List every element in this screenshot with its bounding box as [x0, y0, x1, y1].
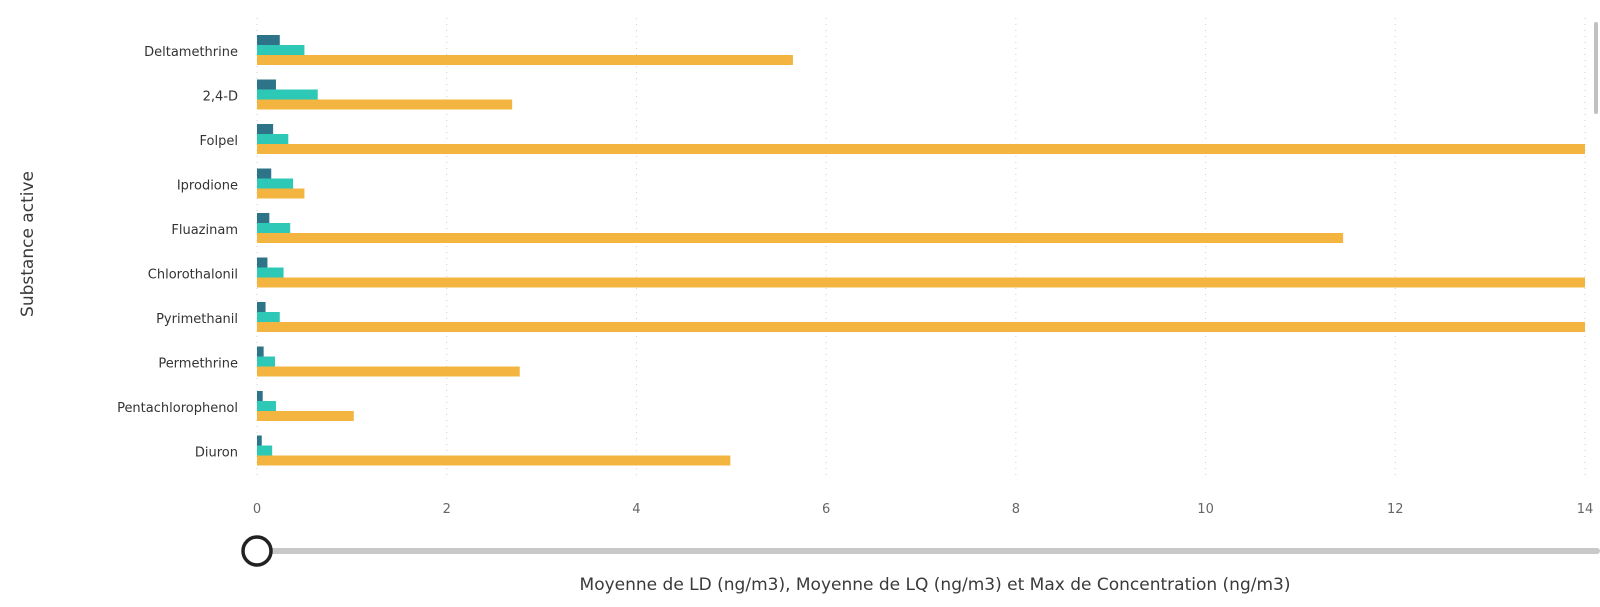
bar-max-pentachlorophenol[interactable]	[257, 411, 354, 421]
x-tick-label: 12	[1387, 502, 1404, 517]
category-labels: Deltamethrine 2,4-D Folpel Iprodione Fluazin…	[117, 45, 238, 461]
bar-ld-iprodione[interactable]	[257, 168, 272, 179]
x-axis-title: Moyenne de LD (ng/m3), Moyenne de LQ (ng…	[580, 575, 1291, 595]
x-tick-label: 4	[632, 502, 640, 517]
bar-max-2-4-d[interactable]	[257, 99, 513, 110]
x-tick-label: 2	[443, 502, 451, 517]
bar-ld-pentachlorophenol[interactable]	[257, 391, 263, 401]
category-label: Iprodione	[177, 179, 238, 194]
bar-ld-permethrine[interactable]	[257, 346, 264, 357]
category-label: Chlorothalonil	[148, 268, 238, 283]
bar-max-folpel[interactable]	[257, 144, 1585, 154]
bar-ld-pyrimethanil[interactable]	[257, 302, 266, 312]
bar-lq-fluazinam[interactable]	[257, 223, 291, 233]
bars	[257, 35, 1585, 466]
bar-lq-diuron[interactable]	[257, 445, 273, 456]
bar-lq-permethrine[interactable]	[257, 356, 276, 367]
category-label: Folpel	[200, 134, 238, 149]
bar-max-iprodione[interactable]	[257, 188, 305, 199]
zoom-slider[interactable]	[241, 535, 1600, 567]
category-label: Deltamethrine	[144, 45, 238, 60]
x-tick-label: 6	[822, 502, 830, 517]
category-label: 2,4-D	[203, 90, 238, 105]
category-label: Pyrimethanil	[156, 312, 238, 327]
category-label: Fluazinam	[171, 223, 238, 238]
category-label: Permethrine	[158, 357, 238, 372]
bar-ld-fluazinam[interactable]	[257, 213, 270, 223]
bar-max-deltamethrine[interactable]	[257, 55, 793, 65]
bar-ld-folpel[interactable]	[257, 124, 274, 134]
bar-max-pyrimethanil[interactable]	[257, 322, 1585, 332]
x-tick-label: 10	[1197, 502, 1214, 517]
y-axis-title: Substance active	[18, 171, 38, 317]
bar-lq-deltamethrine[interactable]	[257, 45, 305, 55]
bar-max-chlorothalonil[interactable]	[257, 277, 1585, 288]
x-tick-label: 0	[253, 502, 261, 517]
bar-max-diuron[interactable]	[257, 455, 731, 466]
scrollbar[interactable]	[1594, 22, 1598, 114]
bar-ld-2-4-d[interactable]	[257, 79, 276, 90]
category-label: Pentachlorophenol	[117, 401, 238, 416]
bar-lq-folpel[interactable]	[257, 134, 289, 144]
bar-ld-diuron[interactable]	[257, 435, 262, 446]
bar-lq-iprodione[interactable]	[257, 178, 294, 189]
bar-lq-pyrimethanil[interactable]	[257, 312, 280, 322]
bar-lq-2-4-d[interactable]	[257, 89, 318, 100]
bar-max-permethrine[interactable]	[257, 366, 520, 377]
grid-lines	[256, 18, 1586, 478]
x-tick-label: 8	[1012, 502, 1020, 517]
x-tick-labels: 0 2 4 6 8 10 12 14	[253, 502, 1593, 517]
bar-ld-deltamethrine[interactable]	[257, 35, 280, 45]
bar-max-fluazinam[interactable]	[257, 233, 1344, 243]
bar-lq-pentachlorophenol[interactable]	[257, 401, 276, 411]
x-tick-label: 14	[1577, 502, 1594, 517]
bar-lq-chlorothalonil[interactable]	[257, 267, 284, 278]
category-label: Diuron	[195, 446, 238, 461]
slider-handle[interactable]	[241, 535, 273, 567]
bar-ld-chlorothalonil[interactable]	[257, 257, 268, 268]
